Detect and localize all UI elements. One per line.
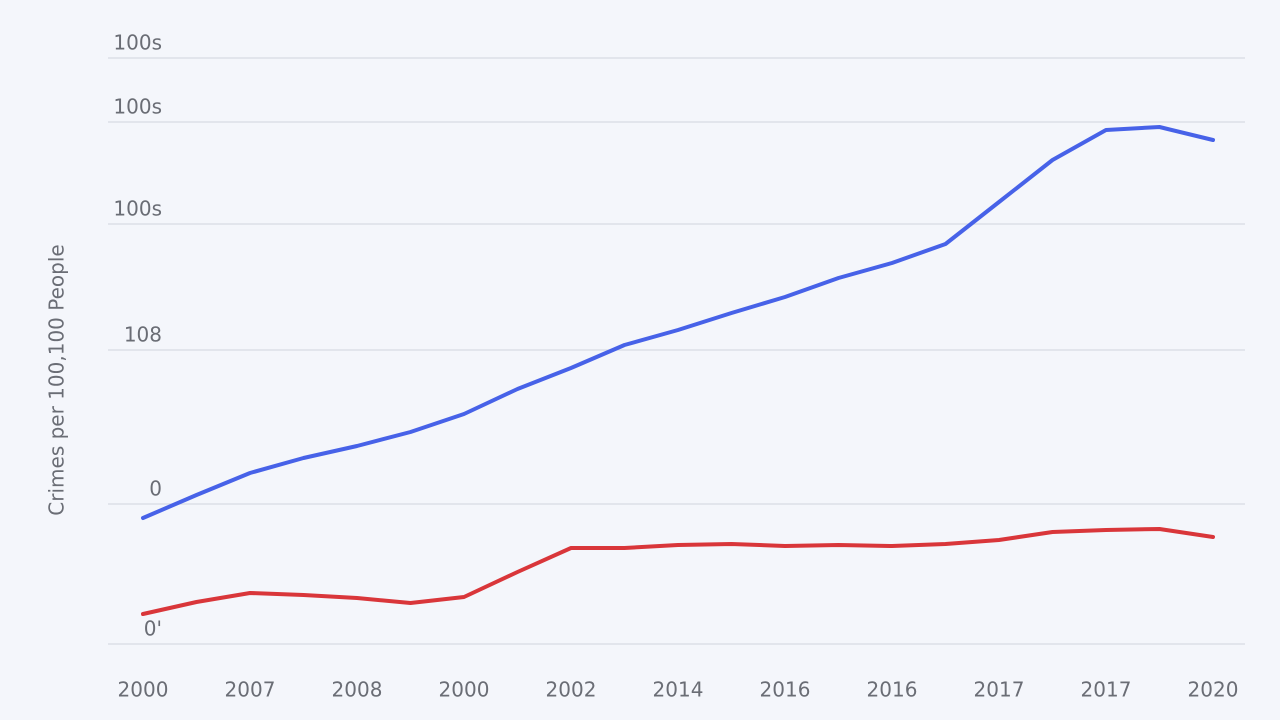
y-axis-label: Crimes per 100,100 People: [45, 244, 69, 515]
x-tick-label: 2017: [1081, 678, 1132, 702]
x-tick-label: 2007: [225, 678, 276, 702]
y-tick-label: 100s: [113, 31, 162, 55]
y-tick-label: 0: [149, 477, 162, 501]
x-tick-label: 2000: [118, 678, 169, 702]
y-tick-label: 108: [124, 323, 162, 347]
x-tick-label: 2017: [974, 678, 1025, 702]
y-tick-label: 100s: [113, 95, 162, 119]
x-tick-label: 2002: [546, 678, 597, 702]
y-tick-label: 100s: [113, 197, 162, 221]
x-tick-label: 2020: [1188, 678, 1239, 702]
data-line: [141, 125, 1215, 520]
y-tick-label: 0': [144, 617, 162, 641]
x-tick-label: 2014: [653, 678, 704, 702]
x-tick-label: 2016: [760, 678, 811, 702]
x-tick-label: 2000: [439, 678, 490, 702]
x-tick-label: 2016: [867, 678, 918, 702]
data-line: [141, 527, 1215, 616]
x-tick-label: 2008: [332, 678, 383, 702]
